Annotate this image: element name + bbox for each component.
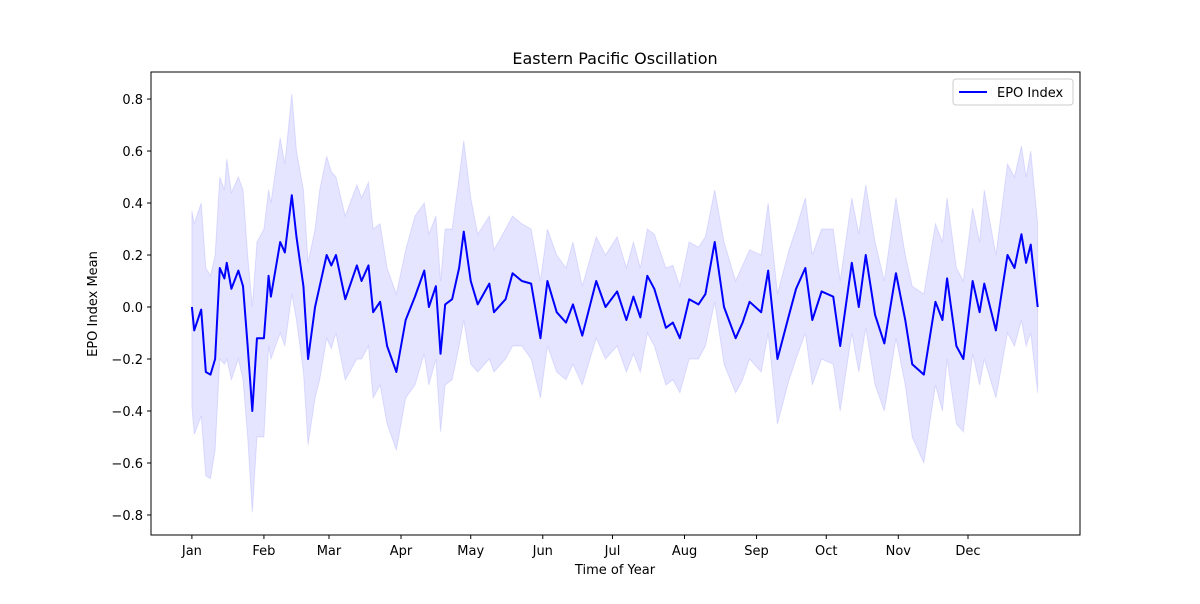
x-tick-label: May <box>457 544 484 559</box>
y-tick-label: 0.2 <box>122 249 143 264</box>
chart-title: Eastern Pacific Oscillation <box>512 49 717 68</box>
x-tick-label: Feb <box>252 544 275 559</box>
y-axis-label: EPO Index Mean <box>86 251 101 357</box>
x-axis-label: Time of Year <box>574 563 656 578</box>
x-tick-label: Dec <box>955 544 980 559</box>
y-tick-label: −0.2 <box>111 353 143 368</box>
y-tick-label: 0.0 <box>122 301 143 316</box>
x-tick-label: Oct <box>815 544 837 559</box>
data-line <box>190 194 1039 412</box>
x-tick-label: Jan <box>181 544 202 559</box>
x-tick-label: Nov <box>886 544 912 559</box>
x-tick-label: Sep <box>744 544 769 559</box>
y-tick-label: −0.8 <box>111 509 143 524</box>
x-tick-label: Mar <box>317 544 342 559</box>
y-tick-label: 0.6 <box>122 145 143 160</box>
y-tick-label: −0.6 <box>111 457 143 472</box>
y-tick-label: 0.4 <box>122 197 143 212</box>
x-tick-label: Aug <box>672 544 697 559</box>
x-tick-label: Apr <box>390 544 413 559</box>
legend-label: EPO Index <box>997 86 1064 101</box>
x-tick-label: Jul <box>604 544 621 559</box>
plot-frame <box>150 71 1081 536</box>
y-tick-label: 0.8 <box>122 93 143 108</box>
legend-box <box>952 78 1074 106</box>
y-tick-label: −0.4 <box>111 405 143 420</box>
x-tick-label: Jun <box>532 544 553 559</box>
confidence-band <box>191 93 1039 513</box>
